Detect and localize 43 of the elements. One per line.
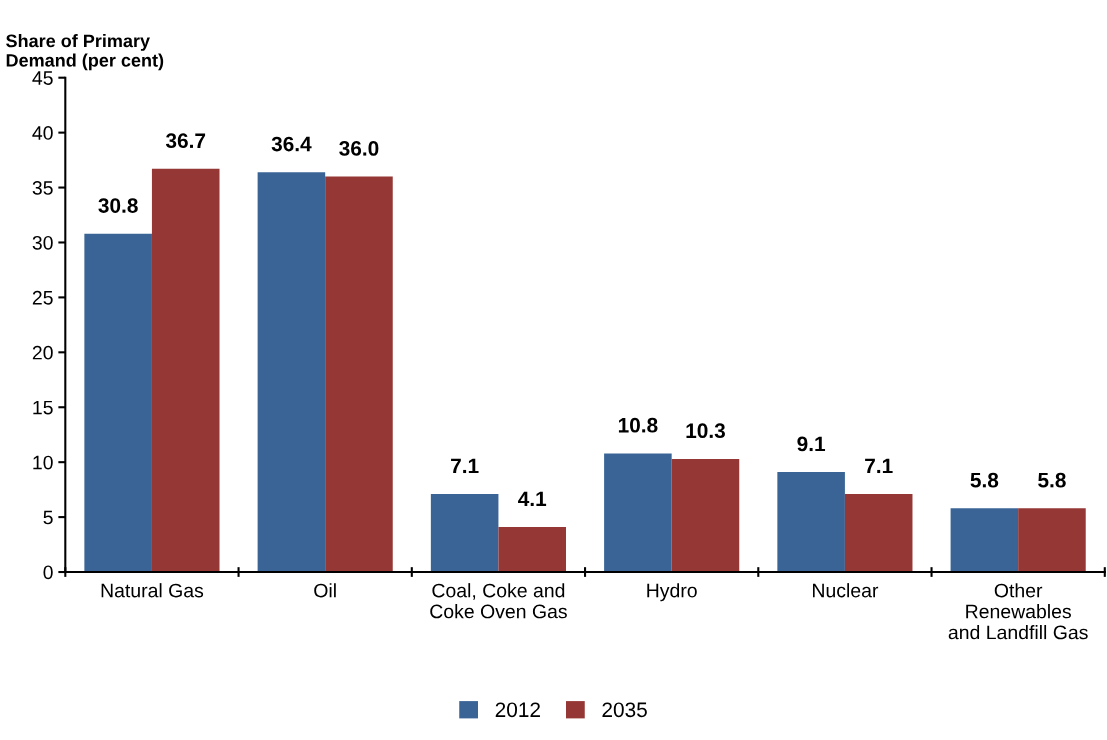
y-tick-label: 15 [33, 400, 53, 415]
y-tick-label: 25 [32, 290, 53, 305]
bar [950, 508, 1019, 573]
bar [257, 172, 326, 573]
data-label: 36.7 [165, 133, 206, 149]
y-tick-label: 10 [33, 455, 53, 470]
bar [777, 472, 845, 573]
x-tick-label: Natural Gas [101, 583, 204, 598]
bar [151, 168, 220, 573]
x-tick-label: Hydro [647, 583, 697, 602]
y-tick-label: 40 [32, 126, 53, 140]
legend-label: 2012 [495, 702, 540, 718]
x-tick-label: Nuclear [813, 583, 879, 598]
data-label: 5.8 [970, 472, 999, 488]
y-tick-label: 5 [43, 510, 53, 525]
data-label: 36.0 [339, 141, 379, 156]
y-tick-label: 30 [32, 235, 53, 250]
data-label: 10.8 [618, 417, 658, 433]
bar [430, 494, 499, 573]
x-tick-label: Coal, Coke and Coke Oven Gas [430, 583, 567, 619]
x-tick-label: Other Renewables and Landfill Gas [948, 583, 1088, 640]
data-label: 30.8 [98, 198, 138, 213]
legend-label: 2035 [602, 702, 647, 718]
bar [325, 176, 393, 573]
data-label: 7.1 [451, 458, 479, 474]
data-label: 4.1 [518, 491, 547, 506]
y-tick-label: 20 [32, 345, 53, 360]
data-label: 36.4 [271, 136, 312, 152]
bar [671, 458, 740, 573]
data-label: 10.3 [686, 423, 725, 439]
bar [84, 233, 152, 573]
y-tick-label: 45 [32, 71, 53, 85]
data-label: 5.8 [1038, 472, 1066, 488]
x-tick-label: Oil [314, 583, 336, 598]
bar [844, 494, 913, 573]
bar [498, 526, 566, 573]
data-label: 7.1 [865, 458, 893, 474]
y-tick-label: 0 [43, 565, 53, 580]
bar [604, 453, 672, 573]
bar [1018, 508, 1086, 573]
y-tick-label: 35 [32, 181, 53, 195]
data-label: 9.1 [797, 436, 826, 452]
y-axis-title: Share of Primary Demand (per cent) [6, 34, 164, 71]
